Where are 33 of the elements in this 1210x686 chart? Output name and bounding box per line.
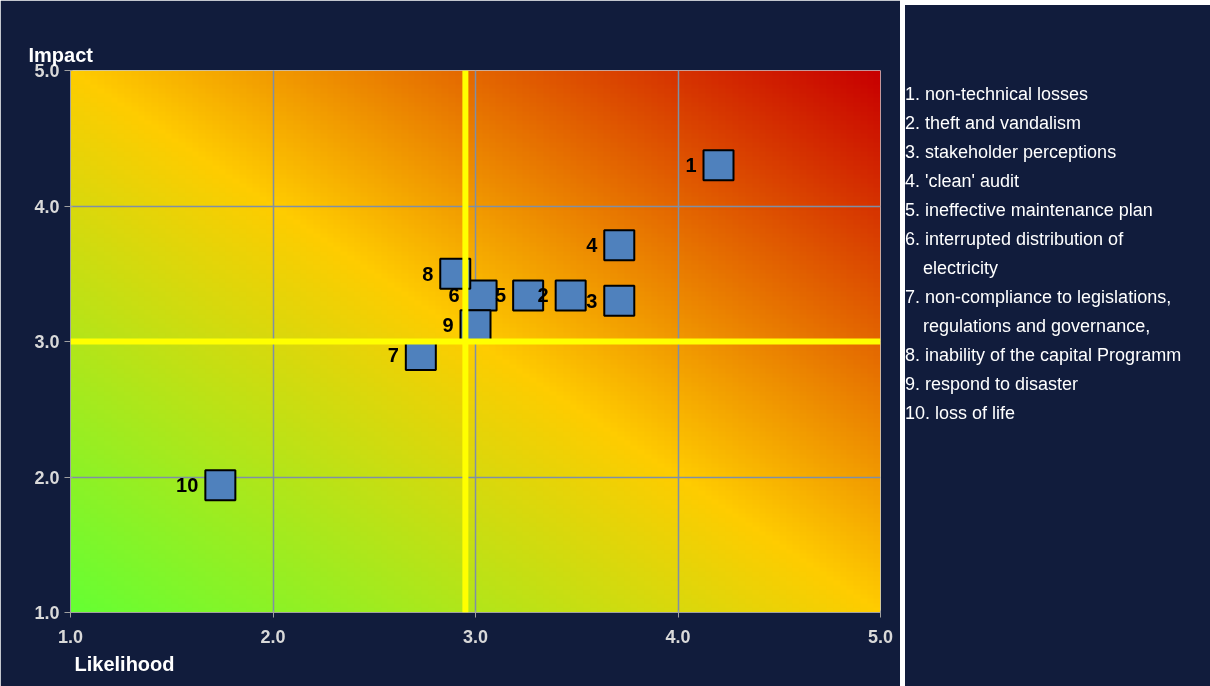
x-tick-label: 2.0: [260, 626, 286, 647]
annotation: 1: [685, 154, 697, 177]
annotation: 9: [442, 314, 454, 337]
y-tick-label: 3.0: [34, 332, 60, 352]
point: [603, 284, 636, 317]
text: 9. respond to disaster: [905, 373, 1080, 396]
y-tick-label: 1.0: [34, 603, 60, 623]
annotation: 4: [586, 234, 599, 257]
point: [554, 279, 587, 312]
x-tick-label: 3.0: [462, 626, 489, 647]
text: 1. non-technical losses: [905, 83, 1090, 106]
text: 10. loss of life: [905, 402, 1017, 425]
text: 8. inability of the capital Programm: [905, 344, 1182, 367]
x-axis-title: Likelihood: [74, 652, 175, 675]
annotation: 7: [387, 344, 399, 367]
y-tick-label: 4.0: [34, 196, 60, 217]
x-tick-label: 1.0: [57, 626, 84, 647]
text: 5. ineffective maintenance plan: [905, 199, 1154, 222]
text: 6. interrupted distribution of electricity: [905, 228, 1125, 280]
y-tick-label: 2.0: [34, 467, 60, 488]
x-tick-label: 4.0: [665, 626, 691, 647]
text: 4. 'clean' audit: [905, 170, 1020, 193]
annotation: 8: [422, 262, 434, 285]
point: [603, 229, 636, 262]
text: 7. non-compliance to legislations, regulations and governance,: [905, 286, 1173, 338]
point: [702, 149, 735, 182]
annotation: 10: [176, 474, 199, 497]
x-tick-label: 5.0: [867, 626, 894, 647]
annotation: 3: [586, 289, 598, 312]
annotation: 6: [448, 284, 460, 307]
text: 3. stakeholder perceptions: [905, 141, 1118, 164]
point: [204, 469, 237, 502]
text: 2. theft and vandalism: [905, 112, 1083, 135]
